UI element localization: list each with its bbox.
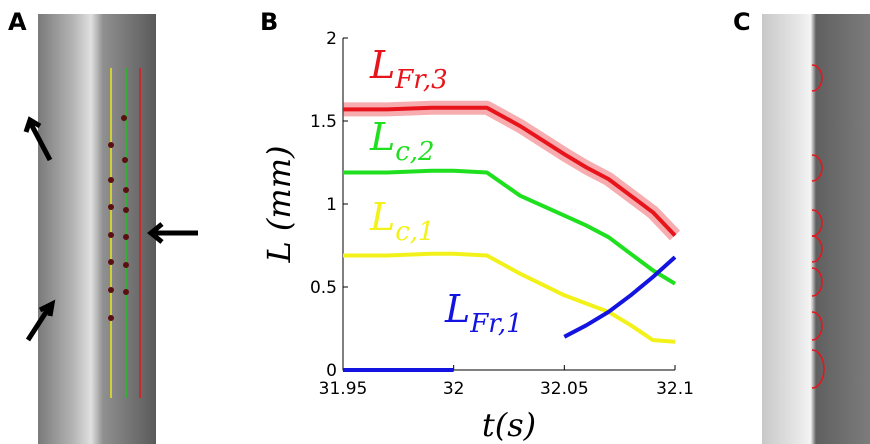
series-line xyxy=(343,251,676,344)
x-tick-label: 32.1 xyxy=(656,379,694,399)
x-tick-label: 32 xyxy=(443,379,465,399)
photo-a xyxy=(23,14,198,444)
x-axis-label: t(s) xyxy=(482,406,536,444)
panel-label: C xyxy=(733,8,751,36)
y-tick-label: 0.5 xyxy=(310,278,337,298)
panel-label: B xyxy=(260,8,278,36)
series-line xyxy=(343,168,677,286)
series-line xyxy=(343,255,677,372)
y-axis-label: L (mm) xyxy=(260,145,298,263)
series-label: LFr,3 xyxy=(369,43,448,95)
series-line xyxy=(343,105,677,237)
y-tick-label: 1.5 xyxy=(310,112,337,132)
series-label: Lc,2 xyxy=(369,115,435,167)
panel-label: A xyxy=(8,8,27,36)
x-tick-label: 31.95 xyxy=(319,379,368,399)
y-tick-label: 1 xyxy=(326,195,337,215)
series-label: Lc,1 xyxy=(369,195,435,247)
y-tick-label: 0 xyxy=(326,361,337,381)
series-label: LFr,1 xyxy=(444,287,523,339)
y-tick-label: 2 xyxy=(326,29,337,49)
photo-c xyxy=(762,14,870,444)
x-tick-label: 32.05 xyxy=(540,379,589,399)
